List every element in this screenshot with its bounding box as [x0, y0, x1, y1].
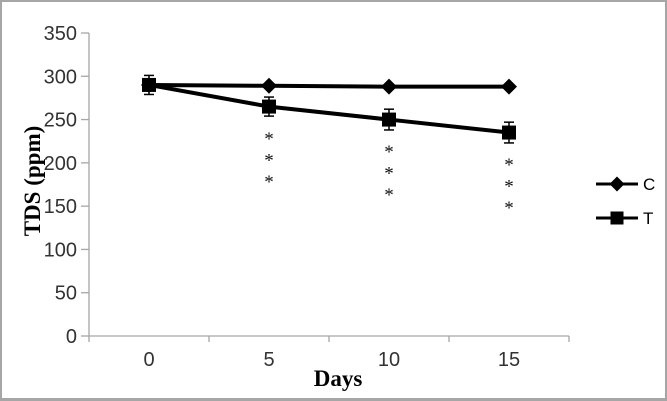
- y-axis-title: TDS (ppm): [20, 126, 45, 237]
- axes: 0 50 100 150 200 250 300 350 0 5 10 15: [44, 23, 570, 371]
- significance-asterisk: *: [384, 142, 394, 163]
- marker-square-icon: [382, 112, 396, 127]
- significance-asterisk: *: [384, 164, 394, 185]
- legend-item-t: T: [596, 209, 653, 228]
- legend-marker-square-icon: [610, 211, 624, 225]
- legend-label-t: T: [643, 209, 653, 228]
- significance-asterisk: *: [504, 198, 514, 219]
- series-line-t: [148, 82, 510, 135]
- significance-asterisk: *: [264, 129, 274, 150]
- y-tick-label: 300: [44, 66, 77, 88]
- legend: C T: [596, 175, 655, 228]
- y-tick-label: 250: [44, 110, 77, 132]
- x-tick-label: 15: [498, 349, 520, 371]
- significance-asterisks: *********: [264, 129, 514, 219]
- marker-diamond-icon: [501, 78, 517, 95]
- legend-item-c: C: [596, 175, 655, 194]
- marker-square-icon: [262, 99, 276, 114]
- y-tick-label: 50: [55, 283, 77, 305]
- legend-marker-diamond-icon: [609, 176, 625, 192]
- y-tick-label: 200: [44, 153, 77, 175]
- marker-diamond-icon: [381, 78, 397, 95]
- significance-asterisk: *: [264, 151, 274, 172]
- marker-square-icon: [502, 125, 516, 140]
- y-tick-label: 0: [66, 326, 77, 348]
- legend-label-c: C: [643, 175, 655, 194]
- y-tick-label: 350: [44, 23, 77, 45]
- significance-asterisk: *: [504, 177, 514, 198]
- series-layer: [141, 74, 517, 144]
- series-line-c: [148, 82, 509, 89]
- y-tick-label: 100: [44, 239, 77, 261]
- y-tick-label: 150: [44, 196, 77, 218]
- x-tick-label: 0: [143, 349, 154, 371]
- x-tick-label: 5: [263, 349, 274, 371]
- significance-asterisk: *: [504, 155, 514, 176]
- significance-asterisk: *: [264, 172, 274, 193]
- marker-square-icon: [142, 77, 156, 92]
- significance-asterisk: *: [384, 185, 394, 206]
- x-axis-title: Days: [314, 366, 363, 391]
- x-tick-label: 10: [378, 349, 400, 371]
- marker-diamond-icon: [261, 77, 277, 94]
